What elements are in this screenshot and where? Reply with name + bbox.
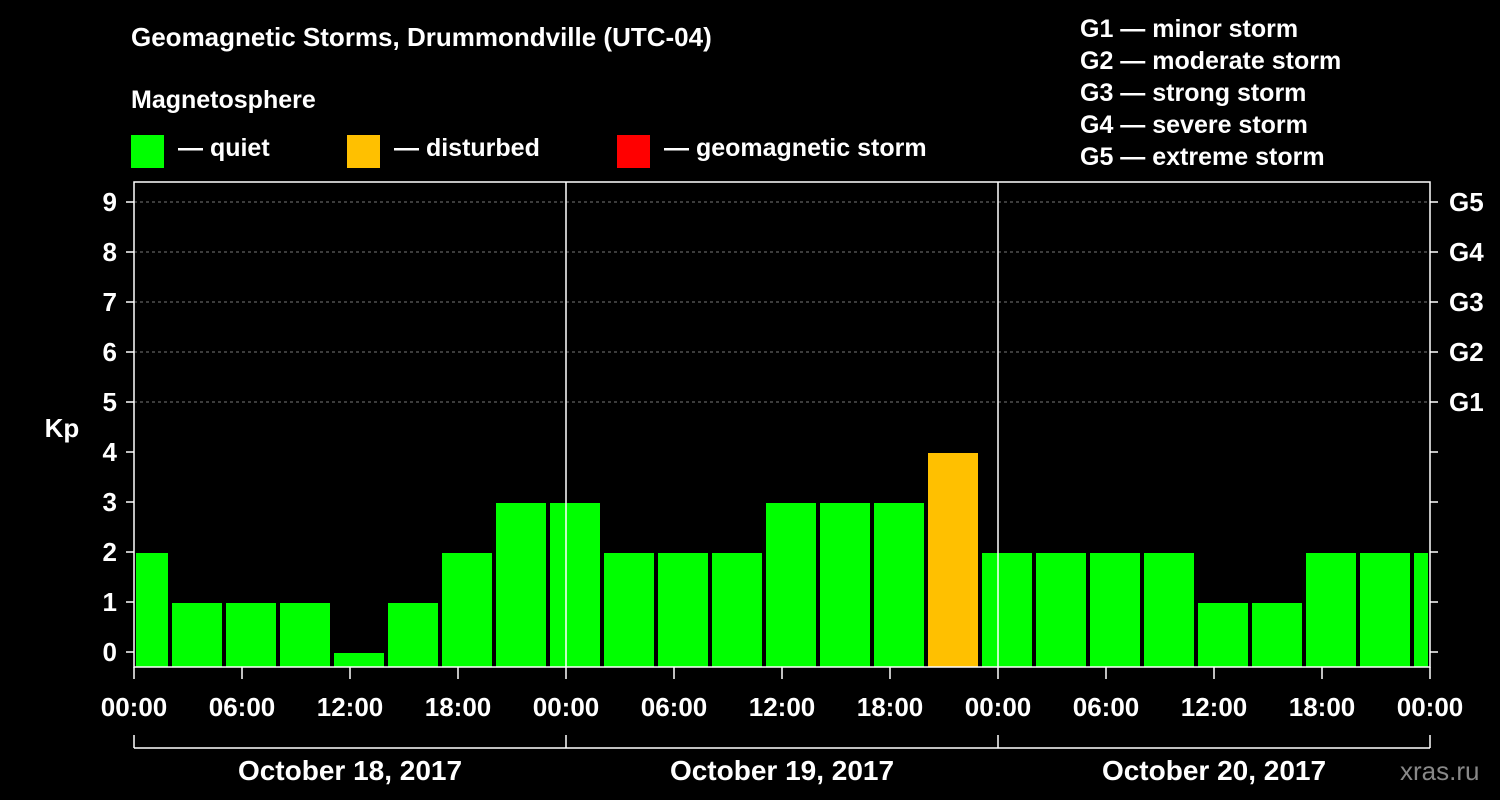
y-tick-label: 8 bbox=[103, 237, 117, 267]
x-tick-label: 00:00 bbox=[965, 692, 1032, 722]
kp-bar bbox=[1090, 553, 1140, 667]
day-label: October 20, 2017 bbox=[1102, 755, 1326, 786]
g-scale-item-g2: G2 — moderate storm bbox=[1080, 47, 1342, 75]
g-level-label: G5 bbox=[1449, 187, 1484, 217]
kp-bar bbox=[1198, 603, 1248, 667]
x-tick-label: 12:00 bbox=[749, 692, 816, 722]
y-tick-label: 3 bbox=[103, 487, 117, 517]
x-tick-label: 12:00 bbox=[1181, 692, 1248, 722]
x-tick-label: 18:00 bbox=[1289, 692, 1356, 722]
kp-bar bbox=[1252, 603, 1302, 667]
g-level-label: G1 bbox=[1449, 387, 1484, 417]
kp-bar bbox=[766, 503, 816, 667]
kp-bar bbox=[658, 553, 708, 667]
y-tick-label: 2 bbox=[103, 537, 117, 567]
kp-bar bbox=[874, 503, 924, 667]
kp-bar bbox=[604, 553, 654, 667]
kp-bar bbox=[172, 603, 222, 667]
x-tick-label: 06:00 bbox=[1073, 692, 1140, 722]
g-level-label: G3 bbox=[1449, 287, 1484, 317]
kp-bar bbox=[334, 653, 384, 667]
kp-bar bbox=[496, 503, 546, 667]
g-scale-item-g4: G4 — severe storm bbox=[1080, 111, 1308, 139]
kp-bar bbox=[388, 603, 438, 667]
day-label: October 19, 2017 bbox=[670, 755, 894, 786]
kp-bar bbox=[280, 603, 330, 667]
legend-swatch-quiet bbox=[131, 135, 164, 168]
legend-swatch-storm bbox=[617, 135, 650, 168]
kp-bar bbox=[1414, 553, 1428, 667]
kp-bar bbox=[550, 503, 600, 667]
y-tick-label: 1 bbox=[103, 587, 117, 617]
x-tick-label: 00:00 bbox=[1397, 692, 1464, 722]
x-tick-label: 18:00 bbox=[857, 692, 924, 722]
g-scale-item-g1: G1 — minor storm bbox=[1080, 15, 1299, 43]
y-tick-label: 5 bbox=[103, 387, 117, 417]
legend-label-disturbed: — disturbed bbox=[394, 134, 540, 162]
g-level-label: G4 bbox=[1449, 237, 1484, 267]
x-tick-label: 12:00 bbox=[317, 692, 384, 722]
y-axis-label: Kp bbox=[45, 413, 80, 443]
kp-bar bbox=[982, 553, 1032, 667]
legend-swatch-disturbed bbox=[347, 135, 380, 168]
kp-bar bbox=[226, 603, 276, 667]
kp-bar bbox=[1036, 553, 1086, 667]
kp-bar bbox=[712, 553, 762, 667]
kp-bar bbox=[136, 553, 168, 667]
y-tick-label: 7 bbox=[103, 287, 117, 317]
y-tick-label: 4 bbox=[103, 437, 118, 467]
kp-bar bbox=[820, 503, 870, 667]
legend-label-quiet: — quiet bbox=[178, 134, 270, 162]
kp-bar bbox=[1306, 553, 1356, 667]
chart-title: Geomagnetic Storms, Drummondville (UTC-0… bbox=[131, 22, 712, 52]
y-tick-label: 9 bbox=[103, 187, 117, 217]
kp-bar bbox=[442, 553, 492, 667]
x-tick-label: 18:00 bbox=[425, 692, 492, 722]
day-label: October 18, 2017 bbox=[238, 755, 462, 786]
g-scale-item-g5: G5 — extreme storm bbox=[1080, 143, 1325, 171]
watermark: xras.ru bbox=[1400, 756, 1480, 786]
g-level-label: G2 bbox=[1449, 337, 1484, 367]
y-tick-label: 6 bbox=[103, 337, 117, 367]
kp-bar bbox=[1360, 553, 1410, 667]
kp-bar bbox=[1144, 553, 1194, 667]
x-tick-label: 00:00 bbox=[101, 692, 168, 722]
legend-label-storm: — geomagnetic storm bbox=[664, 134, 927, 162]
y-tick-label: 0 bbox=[103, 637, 117, 667]
x-tick-label: 00:00 bbox=[533, 692, 600, 722]
chart-subtitle: Magnetosphere bbox=[131, 86, 316, 114]
kp-bar bbox=[928, 453, 978, 667]
x-tick-label: 06:00 bbox=[209, 692, 276, 722]
g-scale-item-g3: G3 — strong storm bbox=[1080, 79, 1307, 107]
x-tick-label: 06:00 bbox=[641, 692, 708, 722]
